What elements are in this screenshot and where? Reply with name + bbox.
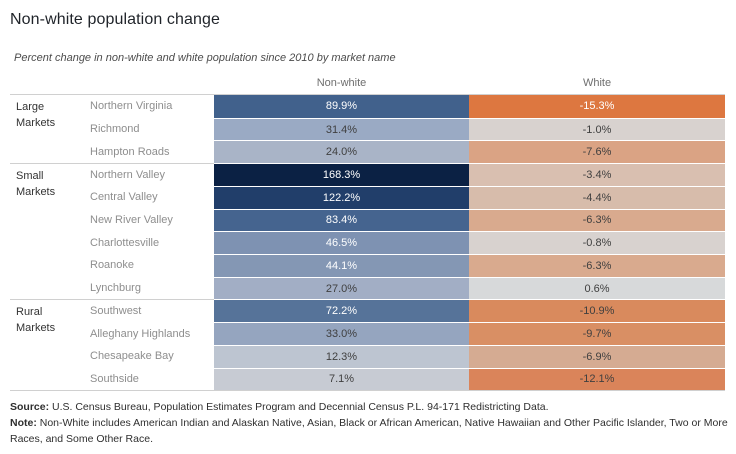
market-label: Charlottesville [88, 231, 214, 255]
footer-note-text: Non-White includes American Indian and A… [10, 417, 728, 445]
value-cell-nonwhite[interactable]: 44.1% [214, 254, 469, 277]
footer-note-label: Note: [10, 417, 37, 429]
value-cell-nonwhite[interactable]: 12.3% [214, 344, 469, 368]
value-cell-white[interactable]: -9.7% [469, 322, 725, 345]
column-headers: Non-white White [10, 77, 725, 92]
value-cell-nonwhite[interactable]: 31.4% [214, 117, 469, 141]
group-label: Small Markets [10, 163, 88, 300]
value-cell-white[interactable]: -0.8% [469, 231, 725, 255]
group-label: Large Markets [10, 95, 88, 164]
value-cell-white[interactable]: -1.0% [469, 117, 725, 141]
value-cell-nonwhite[interactable]: 7.1% [214, 367, 469, 391]
market-label: Southwest [88, 299, 214, 323]
market-label: Central Valley [88, 185, 214, 209]
market-label: New River Valley [88, 208, 214, 232]
value-cell-white[interactable]: -15.3% [469, 95, 725, 118]
footer-note: Note: Non-White includes American Indian… [10, 415, 728, 447]
value-cell-white[interactable]: -6.9% [469, 344, 725, 368]
market-label: Lynchburg [88, 276, 214, 300]
value-cell-nonwhite[interactable]: 24.0% [214, 140, 469, 164]
footer-source-label: Source: [10, 401, 50, 413]
footer-source-text: U.S. Census Bureau, Population Estimates… [49, 401, 549, 413]
value-cell-white[interactable]: -6.3% [469, 254, 725, 277]
value-cell-white[interactable]: -12.1% [469, 367, 725, 391]
chart-title: Non-white population change [10, 11, 220, 28]
chart-subtitle: Percent change in non-white and white po… [14, 52, 396, 64]
value-cell-nonwhite[interactable]: 72.2% [214, 299, 469, 323]
column-header-nonwhite: Non-white [316, 77, 367, 89]
value-cell-nonwhite[interactable]: 33.0% [214, 322, 469, 345]
value-cell-white[interactable]: -10.9% [469, 299, 725, 323]
value-cell-white[interactable]: -3.4% [469, 163, 725, 186]
value-cell-white[interactable]: 0.6% [469, 276, 725, 300]
value-cell-white[interactable]: -7.6% [469, 140, 725, 164]
market-label: Northern Virginia [88, 95, 214, 118]
market-label: Chesapeake Bay [88, 344, 214, 368]
value-cell-nonwhite[interactable]: 83.4% [214, 208, 469, 232]
column-header-white: White [582, 77, 612, 89]
market-label: Southside [88, 367, 214, 391]
group-label: Rural Markets [10, 299, 88, 391]
footer-source: Source: U.S. Census Bureau, Population E… [10, 399, 728, 415]
value-cell-nonwhite[interactable]: 122.2% [214, 185, 469, 209]
market-label: Hampton Roads [88, 140, 214, 164]
market-label: Northern Valley [88, 163, 214, 186]
value-cell-nonwhite[interactable]: 27.0% [214, 276, 469, 300]
value-cell-nonwhite[interactable]: 46.5% [214, 231, 469, 255]
value-cell-white[interactable]: -4.4% [469, 185, 725, 209]
value-cell-nonwhite[interactable]: 89.9% [214, 95, 469, 118]
market-label: Roanoke [88, 254, 214, 277]
market-label: Richmond [88, 117, 214, 141]
market-label: Alleghany Highlands [88, 322, 214, 345]
value-cell-nonwhite[interactable]: 168.3% [214, 163, 469, 186]
chart-footer: Source: U.S. Census Bureau, Population E… [10, 399, 728, 447]
value-cell-white[interactable]: -6.3% [469, 208, 725, 232]
highlight-table: Large Markets Northern Virginia 89.9% -15.3… [10, 94, 725, 392]
